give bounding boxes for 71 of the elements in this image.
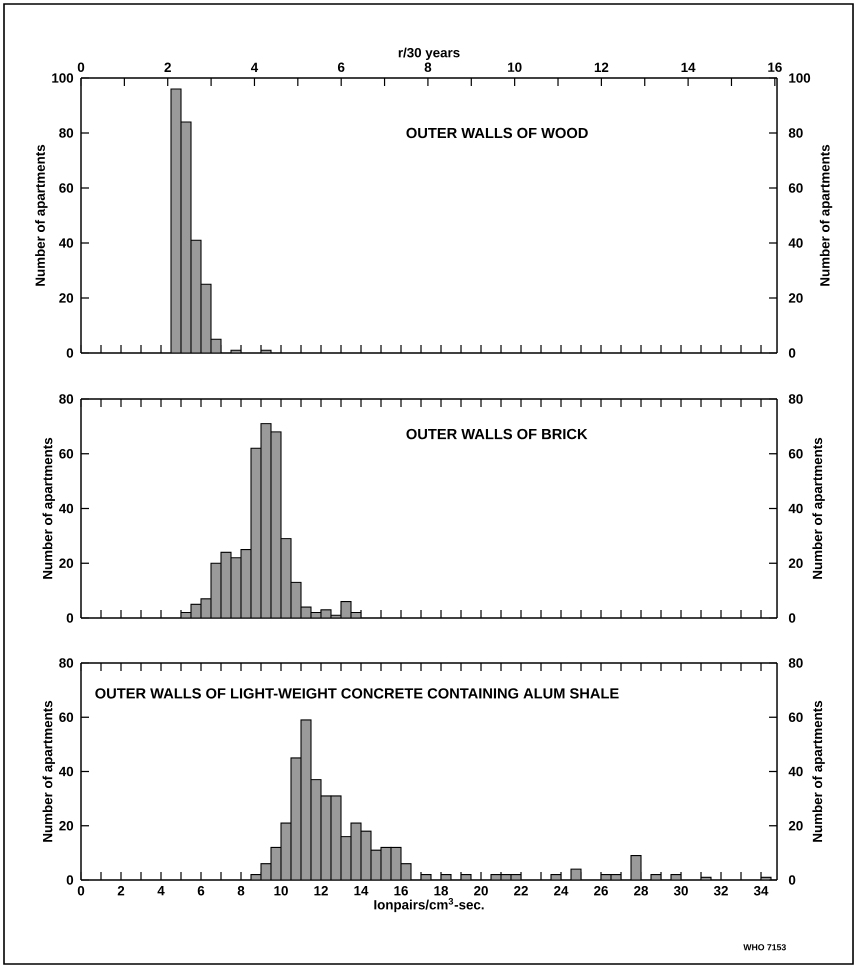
y-axis-title: Number of apartments xyxy=(42,438,55,579)
y-tick-label: 20 xyxy=(59,821,74,830)
x-tick-label: 30 xyxy=(674,886,688,896)
y2-axis-title: Number of apartments xyxy=(812,438,825,579)
y2-tick-label: 0 xyxy=(788,613,796,623)
x2-tick-label: 14 xyxy=(682,62,696,72)
x-tick-label: 6 xyxy=(198,886,204,896)
y-tick-label: 40 xyxy=(59,504,74,514)
x-tick-label: 4 xyxy=(158,886,165,896)
x-tick-label: 28 xyxy=(634,886,648,896)
y-tick-label: 0 xyxy=(66,348,74,358)
y2-tick-label: 0 xyxy=(788,348,796,358)
y-tick-label: 40 xyxy=(59,766,74,776)
x-tick-label: 12 xyxy=(314,886,328,896)
y-tick-label: 60 xyxy=(59,183,74,193)
y-tick-label: 60 xyxy=(59,712,74,722)
y2-tick-label: 20 xyxy=(788,821,803,830)
y2-tick-label: 80 xyxy=(788,394,803,404)
x2-tick-label: 12 xyxy=(594,62,608,72)
x-tick-label: 18 xyxy=(434,886,448,896)
y2-tick-label: 60 xyxy=(788,183,803,193)
x-tick-label: 16 xyxy=(394,886,408,896)
x-tick-label: 2 xyxy=(118,886,124,896)
x-tick-label: 24 xyxy=(554,886,568,896)
y2-axis-title: Number of apartments xyxy=(820,144,832,286)
x-tick-label: 14 xyxy=(354,886,368,896)
x2-tick-label: 0 xyxy=(78,62,84,72)
x-tick-label: 32 xyxy=(714,886,728,896)
y2-tick-label: 80 xyxy=(788,128,803,138)
x2-tick-label: 4 xyxy=(250,62,258,72)
y2-tick-label: 100 xyxy=(789,73,810,83)
text: OUTER WALLS OF BRICK xyxy=(406,428,588,440)
y-tick-label: 20 xyxy=(59,558,74,568)
y-tick-label: 60 xyxy=(59,449,74,458)
y-axis-title: Number of apartments xyxy=(35,144,48,286)
x2-tick-label: 16 xyxy=(768,62,782,72)
x2-tick-label: 8 xyxy=(424,62,432,72)
y-tick-label: 0 xyxy=(66,875,74,885)
y2-tick-label: 60 xyxy=(788,449,803,458)
y2-tick-label: 60 xyxy=(788,712,803,722)
y-tick-label: 20 xyxy=(59,293,74,303)
x-tick-label: 34 xyxy=(754,886,768,896)
text: WHO 7153 xyxy=(743,944,786,950)
y-tick-label: 80 xyxy=(59,128,74,138)
text: OUTER WALLS OF LIGHT-WEIGHT CONCRETE CONTAINING ALUM SHALE xyxy=(95,688,619,699)
y-tick-label: 100 xyxy=(52,73,74,83)
y2-tick-label: 40 xyxy=(788,238,803,248)
y2-axis-title: Number of apartments xyxy=(812,700,825,842)
x2-axis-title: r/30 years xyxy=(398,48,460,60)
x-tick-label: 20 xyxy=(474,886,488,896)
y2-tick-label: 20 xyxy=(788,293,803,303)
x-tick-label: 8 xyxy=(238,886,244,896)
x2-tick-label: 6 xyxy=(338,62,344,72)
y2-tick-label: 20 xyxy=(788,558,803,568)
y-tick-label: 80 xyxy=(59,394,74,404)
y2-tick-label: 80 xyxy=(788,658,803,668)
y2-tick-label: 40 xyxy=(788,766,803,776)
y-tick-label: 80 xyxy=(59,658,74,668)
text: OUTER WALLS OF WOOD xyxy=(406,128,588,138)
y-tick-label: 40 xyxy=(59,238,74,248)
y-axis-title: Number of apartments xyxy=(42,700,55,842)
x-tick-label: 10 xyxy=(274,886,288,896)
x-tick-label: 0 xyxy=(78,886,84,896)
x-axis-title: Ionpairs/cm$^{3}$-sec. xyxy=(374,898,484,912)
y2-tick-label: 40 xyxy=(788,504,803,514)
x-tick-label: 22 xyxy=(514,886,528,896)
y-tick-label: 0 xyxy=(66,613,74,623)
x2-tick-label: 10 xyxy=(508,62,522,72)
x2-tick-label: 2 xyxy=(164,62,171,72)
y2-tick-label: 0 xyxy=(788,875,796,885)
x-tick-label: 26 xyxy=(594,886,608,896)
